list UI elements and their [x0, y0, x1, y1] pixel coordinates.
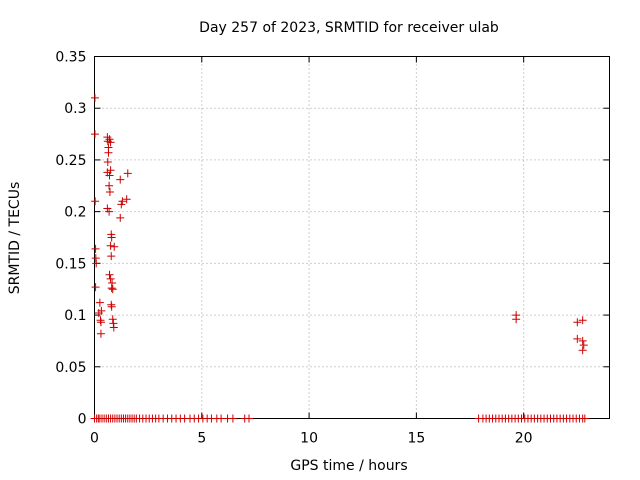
x-axis-label: GPS time / hours	[290, 458, 407, 474]
data-point	[105, 270, 114, 279]
data-point	[107, 233, 116, 242]
data-point	[91, 283, 100, 292]
data-point	[123, 169, 132, 178]
x-tick-label: 10	[300, 431, 318, 447]
y-tick-label: 0.15	[55, 256, 86, 272]
data-point	[107, 252, 116, 261]
plot-frame	[94, 56, 610, 419]
data-point	[103, 157, 112, 166]
data-point	[92, 259, 101, 268]
data-point	[579, 341, 588, 350]
data-point	[573, 318, 582, 327]
data-point	[107, 284, 116, 293]
data-point	[109, 323, 118, 332]
data-point	[573, 334, 582, 343]
data-point	[512, 315, 521, 324]
points-layer	[90, 93, 589, 423]
data-point	[106, 138, 115, 147]
data-point	[106, 241, 115, 250]
data-point	[578, 346, 587, 355]
chart-title: Day 257 of 2023, SRMTID for receiver ula…	[199, 20, 499, 36]
grid-layer	[94, 56, 610, 419]
x-tick-label: 0	[90, 431, 99, 447]
data-point	[116, 213, 125, 222]
x-tick-label: 5	[197, 431, 206, 447]
data-point	[110, 242, 119, 251]
data-point	[122, 195, 131, 204]
data-point	[90, 130, 99, 139]
data-point	[105, 181, 114, 190]
data-point	[105, 171, 114, 180]
y-tick-label: 0.2	[64, 205, 86, 221]
data-point	[228, 414, 237, 423]
data-point	[578, 336, 587, 345]
data-point	[97, 306, 106, 315]
y-tick-labels: 0 0.05 0.1 0.15 0.2 0.25 0.3 0.35	[55, 50, 86, 428]
data-point	[90, 93, 99, 102]
data-point	[106, 166, 115, 175]
y-tick-label: 0.35	[55, 50, 86, 66]
data-point	[91, 197, 100, 206]
x-tick-labels: 0 5 10 15 20	[90, 431, 533, 447]
data-point	[105, 187, 114, 196]
ticks-layer	[94, 56, 610, 419]
y-tick-label: 0.05	[55, 360, 86, 376]
data-point	[245, 414, 253, 423]
y-tick-label: 0.3	[64, 101, 86, 117]
data-point	[106, 274, 115, 283]
data-point	[580, 414, 589, 423]
data-point	[105, 207, 114, 216]
data-point	[91, 244, 100, 253]
data-point	[108, 315, 117, 324]
x-tick-label: 20	[515, 431, 533, 447]
data-point	[96, 318, 105, 327]
data-point	[108, 285, 117, 294]
data-point	[107, 302, 116, 311]
data-point	[116, 175, 125, 184]
y-tick-label: 0.1	[64, 308, 86, 324]
data-point	[95, 298, 104, 307]
y-axis-label: SRMTID / TECUs	[7, 182, 23, 295]
data-point	[96, 329, 105, 338]
data-point	[578, 316, 587, 325]
y-tick-label: 0.25	[55, 153, 86, 169]
x-tick-label: 15	[407, 431, 425, 447]
data-point	[118, 197, 127, 206]
data-point	[104, 148, 113, 157]
y-tick-label: 0	[78, 412, 87, 428]
